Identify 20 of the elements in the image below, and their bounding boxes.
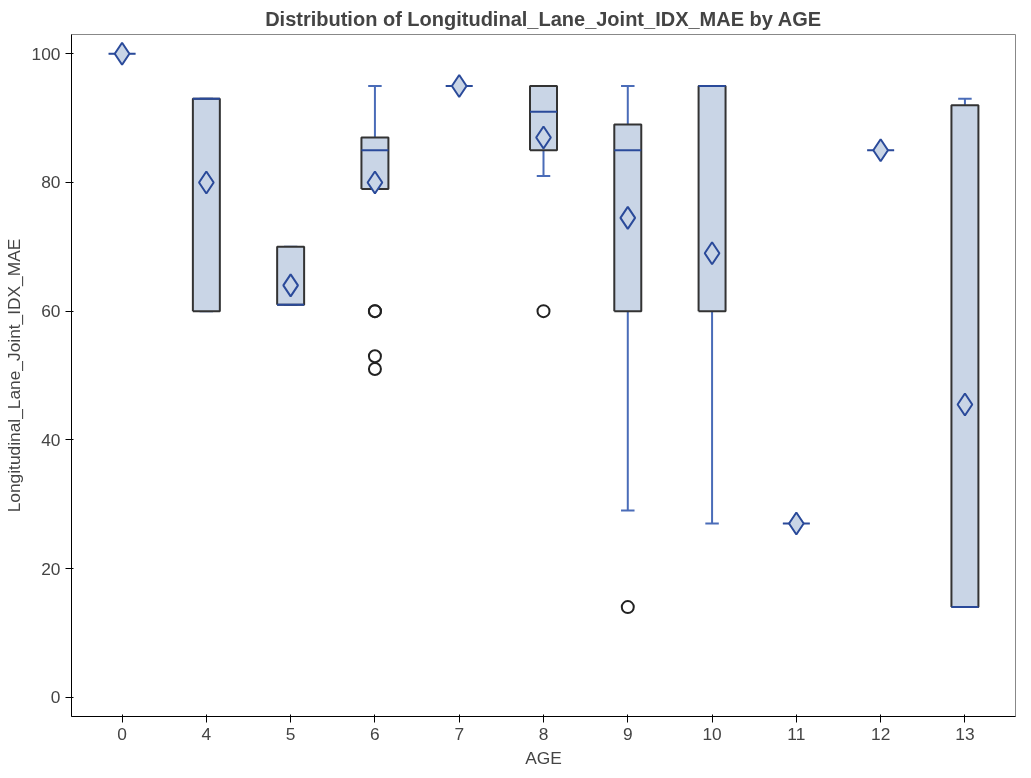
chart-title: Distribution of Longitudinal_Lane_Joint_IDX_MAE by AGE [265, 7, 822, 30]
x-tick-label: 5 [285, 723, 296, 744]
y-tick-label: 100 [31, 43, 61, 64]
y-tick-label: 20 [41, 558, 61, 579]
y-axis-title: Longitudinal_Lane_Joint_IDX_MAE [3, 238, 24, 513]
y-tick-label: 60 [41, 301, 61, 322]
x-tick-label: 4 [201, 723, 212, 744]
x-tick-label: 6 [370, 723, 380, 744]
x-tick-label: 11 [787, 723, 806, 744]
y-tick-label: 40 [41, 429, 61, 450]
y-tick-label: 0 [50, 687, 61, 708]
x-tick-label: 0 [117, 723, 127, 744]
x-tick-label: 10 [702, 723, 722, 744]
x-tick-label: 12 [871, 723, 891, 744]
x-tick-label: 8 [538, 723, 549, 744]
x-tick-label: 9 [622, 723, 633, 744]
y-tick-label: 80 [41, 172, 61, 193]
x-tick-label: 13 [955, 723, 975, 744]
x-tick-label: 7 [454, 723, 465, 744]
x-axis-title: AGE [525, 747, 562, 768]
